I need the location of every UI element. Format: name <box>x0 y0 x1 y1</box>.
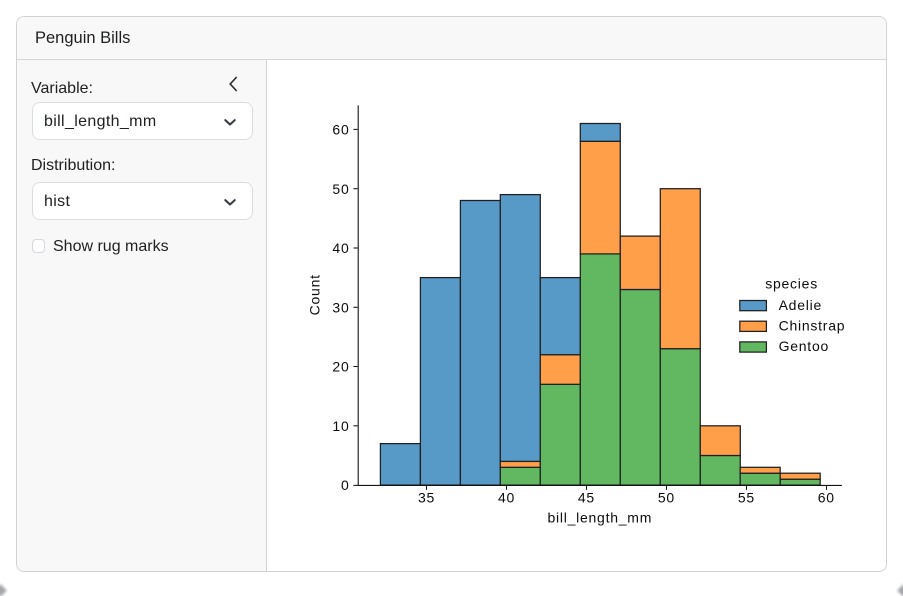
svg-text:Count: Count <box>307 274 323 315</box>
svg-text:40: 40 <box>332 240 349 256</box>
svg-text:50: 50 <box>658 489 675 505</box>
svg-text:0: 0 <box>341 477 350 493</box>
svg-text:60: 60 <box>818 489 835 505</box>
svg-text:55: 55 <box>738 489 755 505</box>
svg-text:bill_length_mm: bill_length_mm <box>547 510 652 526</box>
svg-text:20: 20 <box>332 359 349 375</box>
svg-text:50: 50 <box>332 181 349 197</box>
svg-text:Gentoo: Gentoo <box>779 338 829 354</box>
svg-text:species: species <box>765 275 818 291</box>
svg-text:Chinstrap: Chinstrap <box>779 317 846 333</box>
svg-text:40: 40 <box>498 489 515 505</box>
svg-text:45: 45 <box>578 489 595 505</box>
svg-text:60: 60 <box>332 122 349 138</box>
svg-text:Adelie: Adelie <box>779 297 822 313</box>
svg-text:10: 10 <box>332 418 349 434</box>
svg-text:35: 35 <box>418 489 435 505</box>
svg-text:30: 30 <box>332 299 349 315</box>
